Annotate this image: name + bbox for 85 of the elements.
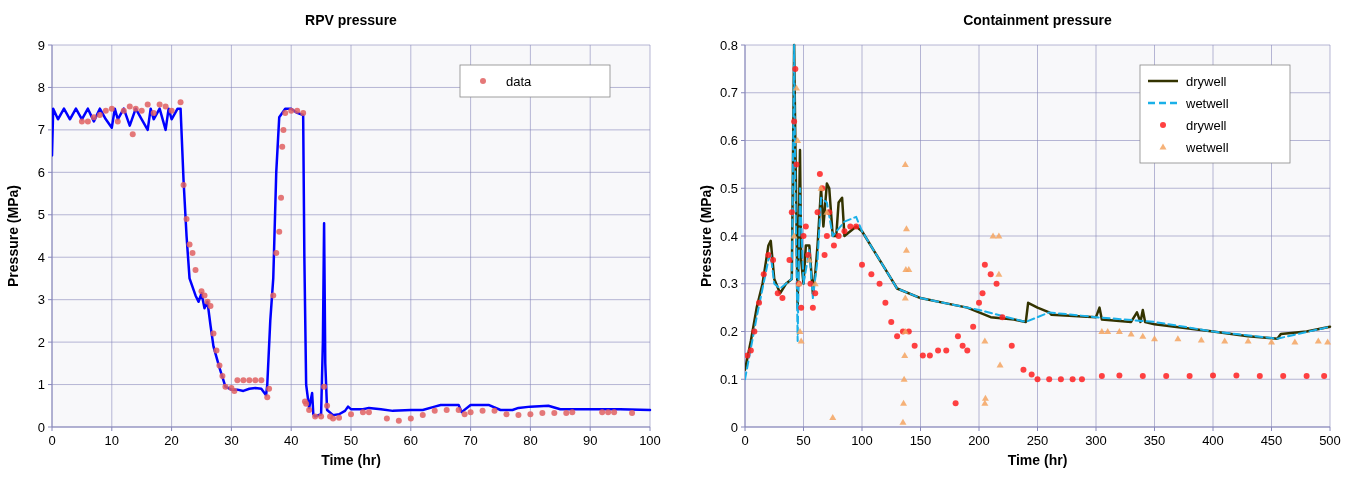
x-tick-label: 80 [523,433,538,448]
y-tick-label: 0.8 [719,37,738,53]
x-tick-label: 10 [104,433,120,448]
point [1291,338,1299,345]
x-tick-label: 400 [1202,433,1224,448]
point [1197,336,1205,343]
y-tick-label: 4 [37,249,45,265]
x-axis-title: Time (hr) [1007,452,1068,468]
point [901,351,909,358]
x-tick-label: 350 [1143,433,1166,448]
point [794,137,802,143]
point [1115,328,1123,334]
y-tick-label: 0.7 [719,85,738,101]
point [902,246,910,253]
y-tick-label: 0.6 [719,133,738,149]
x-tick-label: 20 [164,433,179,448]
point [797,337,805,344]
y-tick-label: 0.1 [719,371,738,387]
x-tick-label: 200 [968,433,990,448]
y-tick-label: 0.5 [719,180,738,196]
y-tick-label: 2 [37,334,45,350]
x-tick-label: 30 [224,433,239,448]
x-tick-label: 100 [639,433,661,448]
x-tick-label: 60 [403,433,419,448]
y-tick-label: 0.2 [719,324,738,340]
point [899,418,907,425]
y-tick-label: 8 [37,79,45,95]
legend-label: data [506,73,533,89]
point [1314,337,1322,344]
x-tick-label: 300 [1085,433,1107,448]
x-tick-label: 450 [1260,433,1283,448]
x-tick-label: 0 [741,433,749,448]
y-tick-label: 9 [37,37,45,53]
point [981,399,989,406]
point [900,375,908,382]
chart-title: Containment pressure [963,12,1112,28]
point [981,394,989,401]
point [902,225,910,232]
point [1268,338,1275,345]
point [790,232,798,239]
y-tick-label: 7 [37,122,45,138]
x-tick-label: 250 [1026,433,1049,448]
y-tick-label: 1 [37,377,45,393]
point [995,270,1003,277]
x-tick-label: 150 [909,433,932,448]
y-axis-title: Pressure (MPa) [698,185,714,287]
legend-label: drywell [1186,73,1227,89]
x-tick-label: 500 [1319,433,1341,448]
point [1139,332,1147,339]
point [1324,338,1332,345]
point [829,413,837,420]
x-tick-label: 100 [851,433,873,448]
chart-title: RPV pressure [305,12,398,28]
y-tick-label: 5 [37,207,45,223]
point [989,232,997,239]
x-tick-label: 40 [283,433,299,448]
point [1098,328,1106,334]
legend-label: drywell [1186,117,1227,133]
point [901,294,909,301]
point [811,280,819,287]
y-tick-label: 0.3 [719,276,738,292]
point [900,399,908,406]
point [1221,337,1229,344]
x-tick-label: 50 [796,433,811,448]
point [796,328,804,334]
y-axis-title: Pressure (MPa) [5,185,21,287]
y-tick-label: 0.4 [719,228,738,244]
x-tick-label: 70 [463,433,478,448]
x-tick-label: 90 [582,433,598,448]
x-tick-label: 0 [48,433,56,448]
point [901,160,909,167]
x-tick-label: 50 [343,433,359,448]
x-axis-title: Time (hr) [321,452,381,468]
y-tick-label: 0 [730,419,738,435]
point [1151,335,1158,342]
point [1104,328,1112,334]
point [995,232,1003,239]
legend-label: wetwell [1185,95,1229,111]
point [1244,337,1252,344]
point [981,337,989,344]
y-tick-label: 3 [37,292,45,308]
y-tick-label: 6 [37,164,45,180]
y-tick-label: 0 [37,419,45,435]
legend-label: wetwell [1185,139,1229,155]
point [1174,335,1182,342]
